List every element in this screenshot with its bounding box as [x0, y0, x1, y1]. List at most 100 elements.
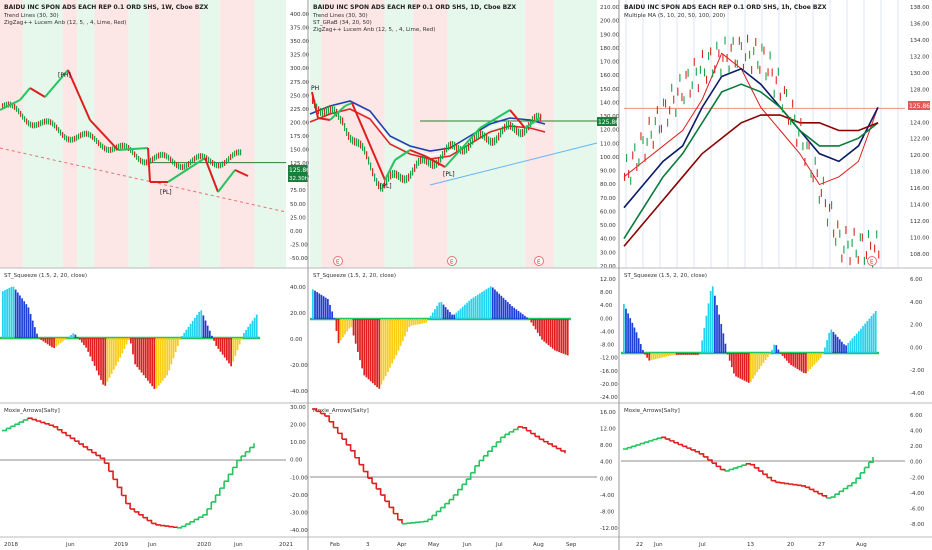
- zigzag-segment: [147, 147, 151, 183]
- hourly-earnings-markers[interactable]: E: [867, 256, 877, 266]
- subpanel-axis-tick: -2.00: [910, 368, 925, 374]
- price-candle: [182, 164, 184, 171]
- subpanel-axis-tick: -4.00: [910, 391, 925, 397]
- moxie-step: [462, 479, 468, 486]
- indicator-subpanels: ST_Squeeze (1.5, 2, 20, close) 40.00 20.00…: [0, 273, 925, 534]
- squeeze-bar: [661, 353, 663, 358]
- moxie-step: [228, 467, 234, 476]
- price-candle: [386, 176, 388, 185]
- squeeze-bar: [777, 349, 780, 353]
- price-axis-tick: 120.00: [600, 128, 620, 134]
- squeeze-bar: [16, 292, 19, 338]
- price-candle: [749, 50, 751, 59]
- weekly-last-price-sublabel: 32.30h: [289, 176, 309, 182]
- earnings-marker-label: E: [870, 260, 874, 266]
- squeeze-bar: [758, 353, 761, 370]
- weekly-last-price-label: 125.86: [289, 167, 310, 174]
- squeeze-bar: [705, 315, 708, 353]
- price-candle: [228, 156, 230, 163]
- squeeze-bar: [487, 287, 490, 319]
- price-axis-tick: 116.00: [910, 186, 930, 192]
- price-candle: [738, 36, 740, 45]
- price-candle: [730, 43, 732, 52]
- squeeze-bar: [663, 353, 665, 358]
- subpanel-axis-tick: 40.00: [290, 285, 306, 291]
- price-candle: [654, 117, 656, 126]
- squeeze-bar: [76, 337, 79, 338]
- squeeze-bar: [110, 338, 113, 374]
- time-axis-tick: Apr: [397, 542, 407, 548]
- time-axis-tick: Jun: [65, 542, 75, 548]
- price-candle: [677, 87, 679, 96]
- price-axis-tick: 125.00: [290, 161, 310, 167]
- moxie-step: [695, 450, 701, 454]
- trend-band: [94, 0, 129, 268]
- price-candle: [759, 65, 761, 74]
- squeeze-bar: [838, 339, 841, 353]
- price-candle: [410, 170, 412, 179]
- moxie-step: [800, 485, 807, 488]
- squeeze-bar: [794, 353, 797, 368]
- squeeze-bar: [359, 319, 361, 361]
- price-axis-tick: 25.00: [290, 215, 306, 221]
- price-candle: [368, 156, 370, 165]
- price-candle: [826, 218, 829, 227]
- price-axis-tick: 124.00: [910, 120, 930, 126]
- squeeze-bar: [669, 353, 672, 356]
- price-candle: [14, 103, 16, 110]
- price-candle: [44, 118, 46, 125]
- earnings-marker-circle: [447, 256, 457, 266]
- price-candle: [108, 146, 110, 153]
- price-candle: [124, 142, 126, 149]
- weekly-chart-panel[interactable]: BAIDU INC SPON ADS EACH REP 0.1 ORD SHS,…: [0, 0, 310, 268]
- price-candle: [22, 113, 24, 120]
- moxie-step: [678, 443, 684, 447]
- price-candle: [190, 159, 192, 166]
- price-candle: [642, 136, 644, 145]
- squeeze-bar: [739, 353, 742, 379]
- squeeze-bar: [27, 307, 30, 338]
- squeeze-bar: [149, 338, 151, 384]
- squeeze-bar: [376, 319, 378, 388]
- hourly-chart-panel[interactable]: BAIDU INC SPON ADS EACH REP 0.1 ORD SHS,…: [623, 0, 930, 269]
- squeeze-bar: [623, 304, 625, 353]
- moxie-step: [100, 457, 106, 464]
- moxie-step: [23, 418, 29, 421]
- squeeze-bar: [333, 318, 336, 319]
- moxie-step: [526, 429, 532, 434]
- moxie-step: [813, 490, 819, 494]
- moxie-step: [690, 449, 696, 452]
- price-candle: [468, 142, 470, 151]
- squeeze-bar: [59, 338, 62, 344]
- squeeze-bar: [416, 319, 419, 325]
- price-candle: [384, 180, 386, 189]
- squeeze-bar: [365, 319, 368, 378]
- squeeze-bar: [226, 338, 228, 361]
- price-candle: [170, 156, 172, 163]
- price-candle: [530, 119, 532, 128]
- moxie-step: [397, 518, 403, 524]
- moxie-step: [733, 466, 739, 469]
- moxie-step: [198, 514, 204, 518]
- squeeze-bar: [745, 353, 748, 382]
- squeeze-bar: [633, 327, 636, 353]
- price-candle: [484, 132, 486, 141]
- squeeze-bar: [253, 317, 256, 338]
- squeeze-bar: [230, 338, 232, 367]
- price-candle: [6, 101, 8, 108]
- squeeze-bar: [534, 319, 537, 330]
- price-candle: [837, 220, 839, 229]
- price-axis-tick: 75.00: [290, 188, 306, 194]
- subpanel-axis-tick: -4.00: [910, 491, 925, 497]
- daily-chart-panel[interactable]: BAIDU INC SPON ADS EACH REP 0.1 ORD SHS,…: [309, 0, 620, 270]
- price-candle: [763, 46, 765, 55]
- weekly-moxie-title: Moxie_Arrows[Salty]: [4, 408, 60, 414]
- moxie-step: [236, 456, 242, 462]
- price-candle: [86, 130, 88, 137]
- squeeze-bar: [85, 338, 87, 348]
- squeeze-bar: [562, 319, 565, 354]
- price-axis-tick: 140.00: [600, 100, 620, 106]
- time-axes: 2018 Jun 2019 Jun 2020 Jun 2021 Feb 3 Apr May Jun Ju…: [4, 542, 867, 548]
- squeeze-bar: [438, 302, 441, 319]
